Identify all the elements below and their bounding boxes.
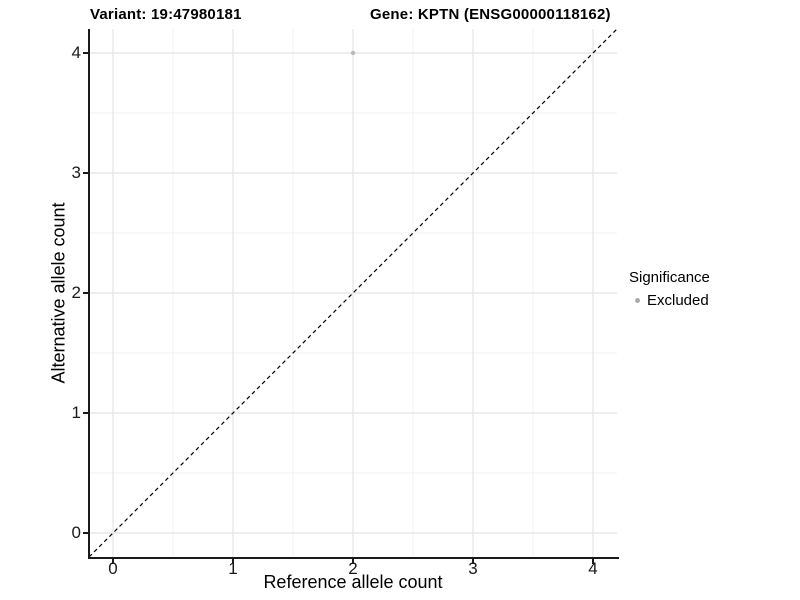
x-tick-label: 2 xyxy=(348,559,358,578)
legend: Significance Excluded xyxy=(629,269,710,309)
plot-panel xyxy=(89,29,617,557)
plot-canvas xyxy=(89,29,617,557)
y-tick-label: 2 xyxy=(71,283,81,302)
legend-point-icon xyxy=(635,298,640,303)
x-axis-title: Reference allele count xyxy=(263,572,443,592)
x-tick-mark xyxy=(472,559,474,564)
y-tick-mark xyxy=(83,412,88,414)
plot-title-variant: Variant: 19:47980181 xyxy=(90,6,242,23)
y-tick-mark xyxy=(83,292,88,294)
x-axis-line xyxy=(87,557,619,559)
y-axis-line xyxy=(87,29,90,559)
plot-title-gene: Gene: KPTN (ENSG00000118162) xyxy=(370,6,611,23)
legend-title: Significance xyxy=(629,269,710,286)
y-tick-label: 1 xyxy=(71,403,81,422)
y-tick-mark xyxy=(83,172,88,174)
x-tick-label: 1 xyxy=(228,559,238,578)
x-tick-label: 0 xyxy=(108,559,118,578)
x-tick-label: 4 xyxy=(588,559,598,578)
x-tick-mark xyxy=(112,559,114,564)
data-point xyxy=(350,50,356,56)
y-tick-label: 4 xyxy=(71,43,81,62)
y-axis-title: Alternative allele count xyxy=(48,202,69,384)
y-tick-mark xyxy=(83,52,88,54)
x-tick-mark xyxy=(592,559,594,564)
legend-entry-label: Excluded xyxy=(647,292,709,309)
y-tick-mark xyxy=(83,532,88,534)
x-tick-mark xyxy=(232,559,234,564)
legend-entry-excluded: Excluded xyxy=(629,292,710,309)
y-tick-label: 0 xyxy=(71,523,81,542)
y-tick-label: 3 xyxy=(71,163,81,182)
identity-reference-line xyxy=(89,29,617,557)
x-tick-label: 3 xyxy=(468,559,478,578)
x-tick-mark xyxy=(352,559,354,564)
